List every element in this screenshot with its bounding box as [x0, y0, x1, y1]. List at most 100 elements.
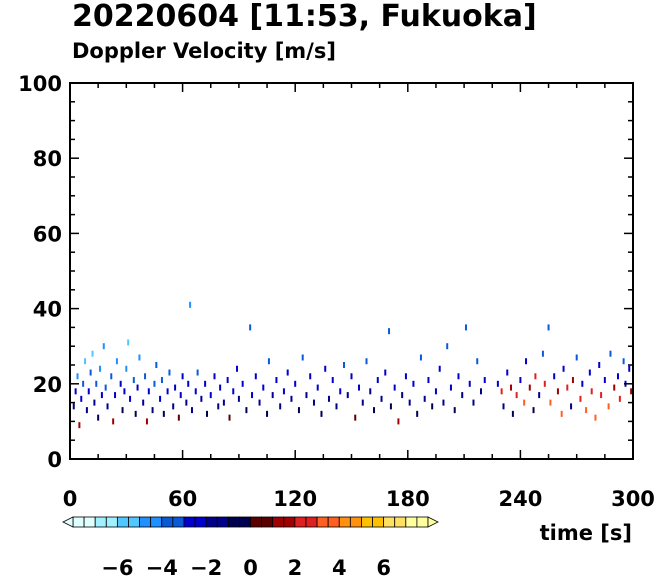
data-point-71: [249, 324, 252, 331]
data-point-50: [185, 399, 188, 406]
data-point-12: [95, 380, 98, 387]
data-point-17: [104, 384, 107, 391]
colorbar-box: [294, 516, 307, 528]
data-point-111: [393, 384, 396, 391]
data-point-54: [194, 388, 197, 395]
colorbar-box: [72, 516, 85, 528]
data-point-85: [297, 407, 300, 414]
colorbar-box: [272, 516, 285, 528]
colorbar-min-arrow: [62, 516, 74, 528]
colorbar-box: [183, 516, 196, 528]
colorbar-box: [128, 516, 140, 528]
data-point-168: [598, 362, 601, 368]
data-point-14: [99, 365, 102, 372]
data-point-27: [127, 339, 130, 346]
data-point-57: [204, 380, 207, 387]
data-point-173: [613, 384, 616, 391]
data-point-42: [162, 410, 165, 417]
data-point-19: [110, 373, 113, 380]
data-point-99: [350, 373, 353, 380]
colorbar-box: [83, 516, 96, 528]
data-point-30: [134, 410, 137, 417]
data-point-136: [496, 380, 499, 387]
data-point-161: [575, 354, 578, 361]
colorbar-tick-label: 0: [243, 556, 258, 577]
data-point-178: [628, 365, 631, 372]
data-point-78: [271, 392, 274, 399]
data-point-44: [168, 369, 171, 376]
data-point-31: [136, 384, 139, 391]
data-point-49: [181, 373, 184, 380]
data-point-146: [528, 384, 531, 391]
data-point-122: [434, 388, 437, 395]
data-point-68: [237, 395, 240, 402]
x-tick-label: 120: [273, 487, 317, 511]
data-point-0: [72, 403, 75, 410]
data-point-91: [320, 410, 323, 417]
data-point-75: [262, 384, 265, 391]
data-point-155: [556, 388, 559, 395]
data-point-114: [404, 373, 407, 380]
data-point-29: [132, 377, 135, 384]
data-point-32: [138, 354, 141, 361]
data-point-103: [365, 358, 368, 365]
plot-frame: [69, 82, 634, 460]
data-point-171: [607, 403, 610, 410]
data-point-39: [155, 362, 158, 368]
data-point-64: [226, 377, 229, 384]
data-point-131: [468, 380, 471, 387]
data-point-113: [401, 392, 404, 399]
data-point-18: [106, 403, 109, 410]
y-tick-label: 40: [33, 298, 62, 322]
data-point-176: [622, 358, 625, 365]
data-point-175: [618, 395, 621, 402]
data-point-11: [93, 399, 96, 406]
colorbar-box: [305, 516, 318, 528]
data-point-28: [129, 395, 132, 402]
data-point-169: [600, 392, 603, 399]
data-point-93: [327, 395, 330, 402]
data-point-156: [560, 410, 563, 417]
data-point-86: [301, 354, 304, 361]
data-point-90: [316, 384, 319, 391]
colorbar-box: [372, 516, 385, 528]
data-point-89: [312, 399, 315, 406]
data-point-126: [449, 384, 452, 391]
data-point-95: [335, 403, 338, 410]
colorbar-box: [239, 516, 251, 528]
x-tick-label: 240: [498, 487, 542, 511]
data-point-152: [547, 324, 550, 331]
data-point-10: [91, 350, 94, 357]
data-point-41: [160, 377, 163, 384]
colorbar-tick-label: −2: [190, 556, 222, 577]
data-point-130: [464, 324, 467, 331]
data-point-36: [147, 388, 150, 395]
data-point-162: [579, 395, 582, 402]
colorbar-box: [227, 516, 240, 528]
data-point-158: [566, 384, 569, 391]
colorbar-box: [250, 516, 262, 528]
data-point-128: [457, 373, 460, 380]
data-point-79: [275, 377, 278, 384]
data-point-153: [549, 399, 552, 406]
chart-title: 20220604 [11:53, Fukuoka]: [72, 0, 537, 34]
data-point-2: [76, 373, 79, 380]
data-point-8: [87, 388, 90, 395]
data-point-4: [80, 395, 83, 402]
data-point-166: [590, 388, 593, 395]
data-point-144: [523, 399, 526, 406]
data-point-21: [114, 392, 117, 399]
colorbar-box: [105, 516, 118, 528]
data-point-53: [190, 407, 193, 414]
data-point-47: [177, 414, 180, 421]
data-point-118: [419, 354, 422, 361]
data-point-165: [588, 369, 591, 376]
x-tick-label: 180: [386, 487, 430, 511]
data-point-25: [123, 388, 126, 395]
data-point-51: [187, 380, 190, 387]
data-point-13: [97, 414, 100, 421]
data-point-24: [121, 407, 124, 414]
colorbar-box: [161, 516, 174, 528]
colorbar-box: [116, 516, 129, 528]
